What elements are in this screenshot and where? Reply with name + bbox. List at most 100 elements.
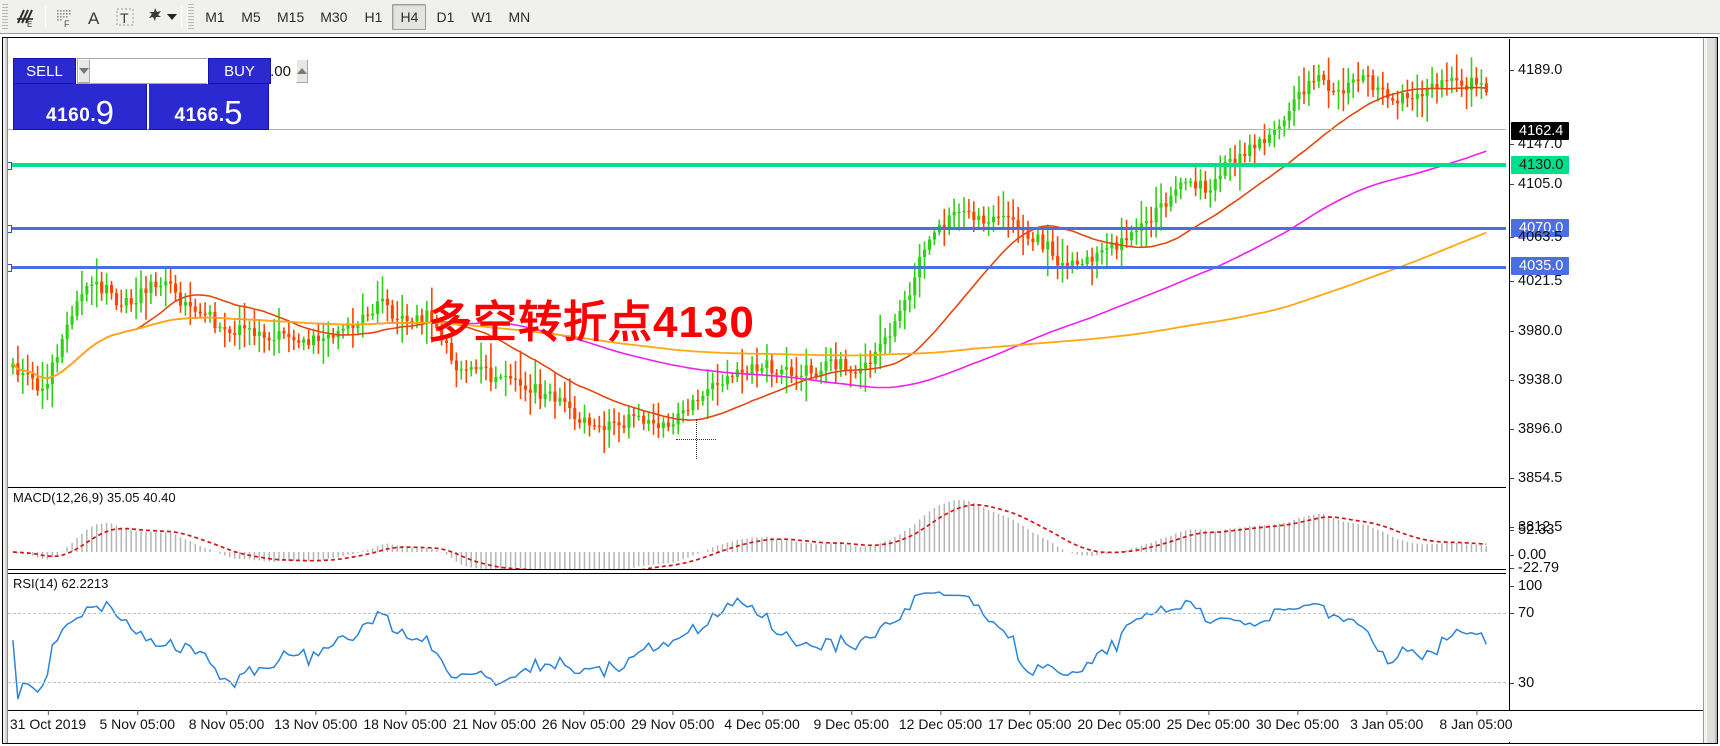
price-tick-4189: 4189.0 [1510, 62, 1562, 78]
timeframe-mn[interactable]: MN [508, 8, 531, 25]
price-tick-3938: 3938.0 [1510, 372, 1562, 388]
timeframe-w1[interactable]: W1 [471, 8, 493, 25]
time-tick: 8 Jan 05:00 [1439, 710, 1513, 732]
time-tick: 5 Nov 05:00 [99, 710, 175, 732]
svg-text:E: E [27, 20, 32, 28]
rsi-level-30-line [8, 682, 1506, 683]
time-scale-axis[interactable]: 31 Oct 2019 5 Nov 05:00 8 Nov 05:00 13 Nov … [8, 710, 1717, 742]
svg-text:A: A [88, 9, 100, 28]
price-tick-4147: 4147.0 [1510, 136, 1562, 152]
last-price-badge: 4162.4 [1511, 122, 1570, 140]
level-line-4130[interactable] [8, 162, 1506, 170]
toolbar-separator-2 [181, 5, 182, 28]
buy-price-dot: . [218, 105, 225, 126]
price-tick-4105: 4105.0 [1510, 176, 1562, 192]
volume-increase-button[interactable] [296, 59, 308, 83]
level-handle-4130[interactable] [8, 162, 12, 170]
timeframe-m1[interactable]: M1 [205, 8, 225, 25]
periodicity-icon[interactable]: F [50, 3, 80, 31]
one-click-trade-panel[interactable]: SELL BUY 4160 . 9 4166 . 5 [13, 58, 308, 130]
text-object-icon[interactable]: T [110, 3, 140, 31]
objects-dropdown-caret-icon[interactable] [167, 13, 177, 20]
sell-price-decimal: 9 [95, 93, 114, 131]
timeframe-m15[interactable]: M15 [277, 8, 305, 25]
macd-pane[interactable]: MACD(12,26,9) 35.05 40.40 [8, 487, 1506, 570]
crosshair-horizontal [676, 439, 716, 440]
timeframe-d1[interactable]: D1 [436, 8, 455, 25]
time-tick: 17 Dec 05:00 [988, 710, 1072, 732]
buy-price-button[interactable]: 4166 . 5 [147, 84, 269, 130]
macd-tick-max: 52.33 [1510, 522, 1554, 538]
volume-stepper[interactable] [77, 58, 308, 84]
chevron-down-icon [79, 68, 89, 74]
macd-histogram-series [12, 500, 1488, 569]
time-tick: 3 Jan 05:00 [1350, 710, 1424, 732]
timeframe-group-grip[interactable] [187, 3, 194, 30]
buy-price-integer: 4166 [174, 105, 219, 126]
time-tick: 18 Nov 05:00 [363, 710, 447, 732]
time-tick: 4 Dec 05:00 [724, 710, 800, 732]
sell-price-dot: . [90, 105, 96, 126]
level-badge-4035[interactable]: 4035.0 [1511, 257, 1570, 275]
chart-annotation-text: 多空转折点4130 [428, 298, 755, 347]
indicators-icon[interactable]: E [11, 3, 41, 31]
time-tick: 25 Dec 05:00 [1166, 710, 1250, 732]
price-candlestick-series [11, 54, 1488, 454]
time-tick: 31 Oct 2019 [9, 710, 87, 732]
rsi-label: RSI(14) 62.2213 [13, 576, 109, 591]
price-tick-3896: 3896.0 [1510, 421, 1562, 437]
toolbar-grip[interactable] [1, 3, 8, 30]
rsi-level-70-line [8, 613, 1506, 614]
price-tick-3980: 3980.0 [1510, 323, 1562, 339]
sell-button-label[interactable]: SELL [13, 58, 76, 84]
chart-window: CHINA300-,H4 4172.2 4172.2 4148.6 4162.4… [2, 37, 1718, 744]
price-pane[interactable] [8, 39, 1506, 485]
level-line-4035[interactable] [8, 264, 1506, 272]
macd-label: MACD(12,26,9) 35.05 40.40 [13, 490, 176, 505]
time-tick: 21 Nov 05:00 [452, 710, 536, 732]
level-line-4070[interactable] [8, 225, 1506, 233]
time-tick: 20 Dec 05:00 [1077, 710, 1161, 732]
volume-decrease-button[interactable] [78, 59, 90, 83]
chevron-up-icon [297, 68, 307, 74]
svg-text:T: T [120, 10, 129, 26]
level-badge-4130[interactable]: 4130.0 [1511, 156, 1570, 174]
price-tick-3812: 3812.5 [1510, 519, 1562, 535]
vertical-scrollbar[interactable] [1703, 38, 1717, 743]
rsi-line-series [12, 591, 1487, 700]
time-tick: 26 Nov 05:00 [541, 710, 626, 732]
toolbar-separator-1 [45, 5, 46, 28]
price-scale-axis[interactable]: 4189.0 4162.4 4147.0 4130.0 4105.0 4070.… [1509, 39, 1715, 743]
level-badge-4070[interactable]: 4070.0 [1511, 219, 1570, 237]
level-handle-4035[interactable] [8, 264, 12, 272]
time-tick: 9 Dec 05:00 [813, 710, 889, 732]
sell-price-button[interactable]: 4160 . 9 [13, 84, 147, 130]
buy-button-label[interactable]: BUY [208, 58, 271, 84]
macd-tick-zero: 0.00 [1510, 547, 1546, 563]
rsi-tick-30: 30 [1510, 675, 1534, 691]
time-tick: 8 Nov 05:00 [188, 710, 265, 732]
timeframe-m5[interactable]: M5 [241, 8, 261, 25]
buy-price-decimal: 5 [224, 93, 243, 131]
objects-icon[interactable] [140, 3, 170, 31]
rsi-tick-70: 70 [1510, 605, 1534, 621]
rsi-pane[interactable]: RSI(14) 62.2213 [8, 573, 1506, 708]
timeframe-h4[interactable]: H4 [392, 3, 427, 30]
rsi-tick-100: 100 [1510, 578, 1542, 594]
macd-tick-min: -22.79 [1510, 560, 1559, 576]
main-toolbar: E F A T [0, 0, 1720, 34]
svg-text:F: F [64, 19, 70, 28]
price-tick-4021: 4021.5 [1510, 273, 1562, 289]
last-price-line [8, 129, 1506, 130]
sell-price-integer: 4160 [46, 105, 91, 126]
time-tick: 30 Dec 05:00 [1255, 710, 1340, 732]
timeframe-h1[interactable]: H1 [364, 8, 383, 25]
price-tick-3854: 3854.5 [1510, 470, 1562, 486]
time-tick: 13 Nov 05:00 [274, 710, 358, 732]
level-handle-4070[interactable] [8, 225, 12, 233]
time-tick: 12 Dec 05:00 [898, 710, 983, 732]
text-label-icon[interactable]: A [80, 3, 110, 31]
time-tick: 29 Nov 05:00 [631, 710, 715, 732]
price-tick-4063: 4063.5 [1510, 229, 1562, 245]
timeframe-m30[interactable]: M30 [320, 8, 348, 25]
